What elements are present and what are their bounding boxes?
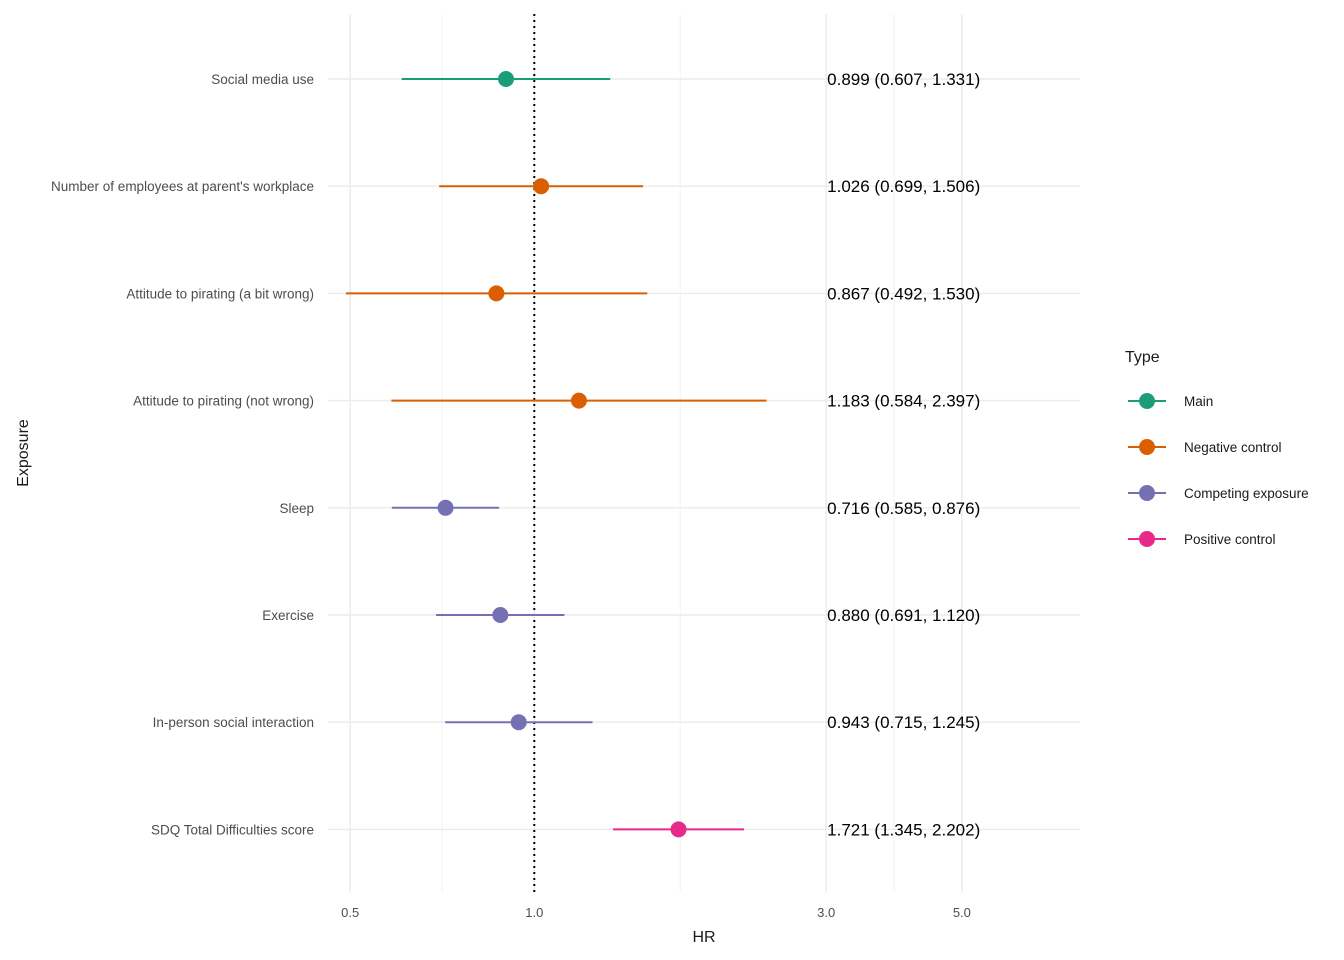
legend-key-point	[1139, 393, 1155, 409]
legend: Type Main Negative control Competing expos…	[1125, 349, 1309, 547]
x-tick-label: 1.0	[525, 905, 543, 920]
x-tick-label: 3.0	[817, 905, 835, 920]
point-estimate	[498, 71, 515, 87]
y-tick-label: SDQ Total Difficulties score	[151, 822, 314, 837]
x-axis-title: HR	[692, 929, 715, 946]
legend-key-point	[1139, 531, 1155, 547]
y-tick-label: Attitude to pirating (not wrong)	[133, 394, 314, 409]
x-tick-label: 0.5	[341, 905, 359, 920]
hr-annotation: 0.867 (0.492, 1.530)	[827, 284, 980, 303]
hr-annotation: 0.899 (0.607, 1.331)	[827, 70, 980, 89]
y-tick-label: Social media use	[211, 72, 314, 87]
point-estimate	[533, 178, 550, 195]
hr-annotation: 0.943 (0.715, 1.245)	[827, 713, 980, 732]
point-estimate	[492, 607, 509, 623]
hr-annotation: 1.721 (1.345, 2.202)	[827, 820, 980, 839]
point-estimate	[510, 714, 527, 731]
hr-annotation: 1.026 (0.699, 1.506)	[827, 177, 980, 196]
y-tick-label: Attitude to pirating (a bit wrong)	[126, 286, 314, 301]
legend-key-point	[1139, 439, 1155, 455]
point-estimate	[488, 285, 505, 302]
point-estimate	[670, 821, 687, 838]
legend-label: Positive control	[1184, 532, 1276, 547]
legend-key-point	[1139, 485, 1155, 501]
legend-label: Competing exposure	[1184, 486, 1309, 501]
legend-title: Type	[1125, 349, 1160, 366]
legend-label: Negative control	[1184, 440, 1282, 455]
legend-label: Main	[1184, 394, 1213, 409]
y-axis-title: Exposure	[15, 419, 32, 487]
y-tick-label: Number of employees at parent's workplac…	[51, 179, 314, 194]
hr-annotation: 0.716 (0.585, 0.876)	[827, 499, 980, 518]
point-estimate	[570, 392, 587, 409]
hr-annotation: 0.880 (0.691, 1.120)	[827, 606, 980, 625]
x-axis: 0.5 1.0 3.0 5.0	[341, 905, 971, 920]
y-tick-label: Exercise	[262, 608, 314, 623]
grid	[328, 14, 1080, 892]
hr-annotation: 1.183 (0.584, 2.397)	[827, 392, 980, 411]
point-estimate	[437, 499, 454, 516]
y-tick-label: In-person social interaction	[153, 715, 314, 730]
y-tick-label: Sleep	[279, 501, 314, 516]
rows: Social media use 0.899 (0.607, 1.331) Numb…	[51, 70, 980, 839]
x-tick-label: 5.0	[953, 905, 971, 920]
